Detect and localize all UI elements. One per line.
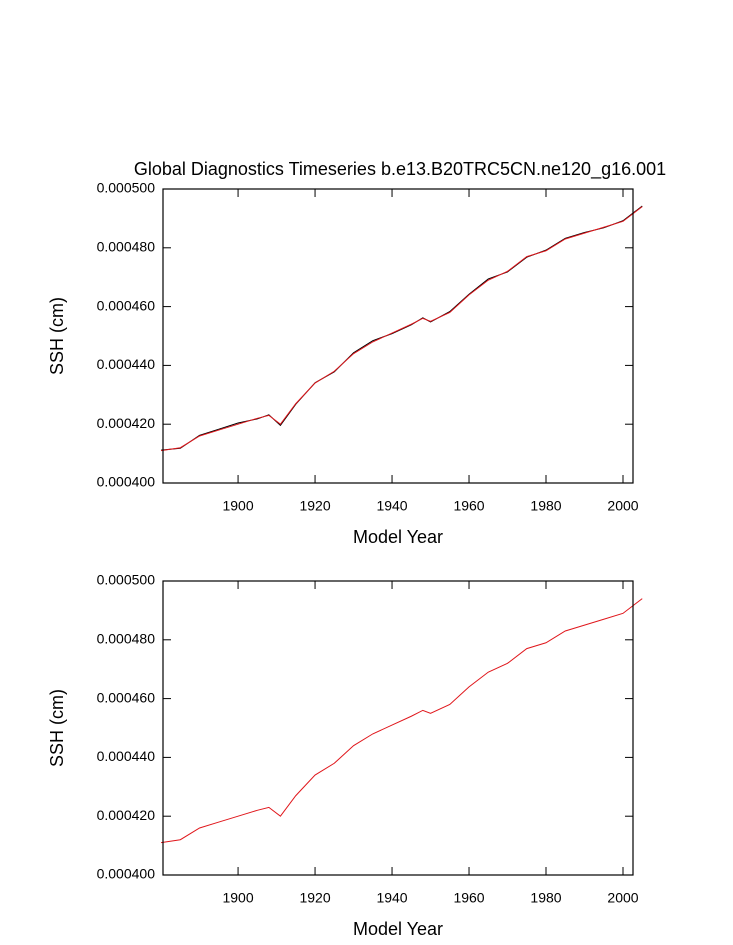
- data-line: [161, 598, 643, 844]
- x-tick-label: 1920: [299, 890, 330, 906]
- y-tick-label: 0.000480: [97, 631, 156, 647]
- plot-frame: [162, 188, 634, 484]
- y-tick-label: 0.000420: [97, 415, 156, 431]
- data-line: [161, 205, 643, 451]
- x-axis-label: Model Year: [353, 527, 443, 547]
- x-tick-label: 1940: [376, 498, 407, 514]
- y-tick-label: 0.000400: [97, 474, 156, 490]
- y-tick-label: 0.000400: [97, 866, 156, 882]
- y-tick-label: 0.000500: [97, 180, 156, 196]
- x-axis-label: Model Year: [353, 919, 443, 939]
- y-tick-label: 0.000500: [97, 572, 156, 588]
- y-tick-label: 0.000480: [97, 239, 156, 255]
- x-tick-label: 1920: [299, 498, 330, 514]
- plot-frame: [162, 580, 634, 876]
- x-tick-label: 2000: [607, 498, 638, 514]
- y-tick-label: 0.000460: [97, 689, 156, 705]
- x-tick-label: 1900: [222, 890, 253, 906]
- x-tick-label: 1960: [453, 890, 484, 906]
- x-tick-label: 1960: [453, 498, 484, 514]
- y-tick-label: 0.000440: [97, 748, 156, 764]
- x-tick-label: 1980: [530, 498, 561, 514]
- x-tick-label: 1900: [222, 498, 253, 514]
- y-tick-label: 0.000440: [97, 356, 156, 372]
- y-tick-label: 0.000420: [97, 807, 156, 823]
- data-line: [161, 206, 643, 452]
- x-tick-label: 1980: [530, 890, 561, 906]
- y-axis-label: SSH (cm): [47, 689, 67, 767]
- y-tick-label: 0.000460: [97, 297, 156, 313]
- x-tick-label: 2000: [607, 890, 638, 906]
- chart-title: Global Diagnostics Timeseries b.e13.B20T…: [134, 159, 666, 180]
- y-axis-label: SSH (cm): [47, 297, 67, 375]
- x-tick-label: 1940: [376, 890, 407, 906]
